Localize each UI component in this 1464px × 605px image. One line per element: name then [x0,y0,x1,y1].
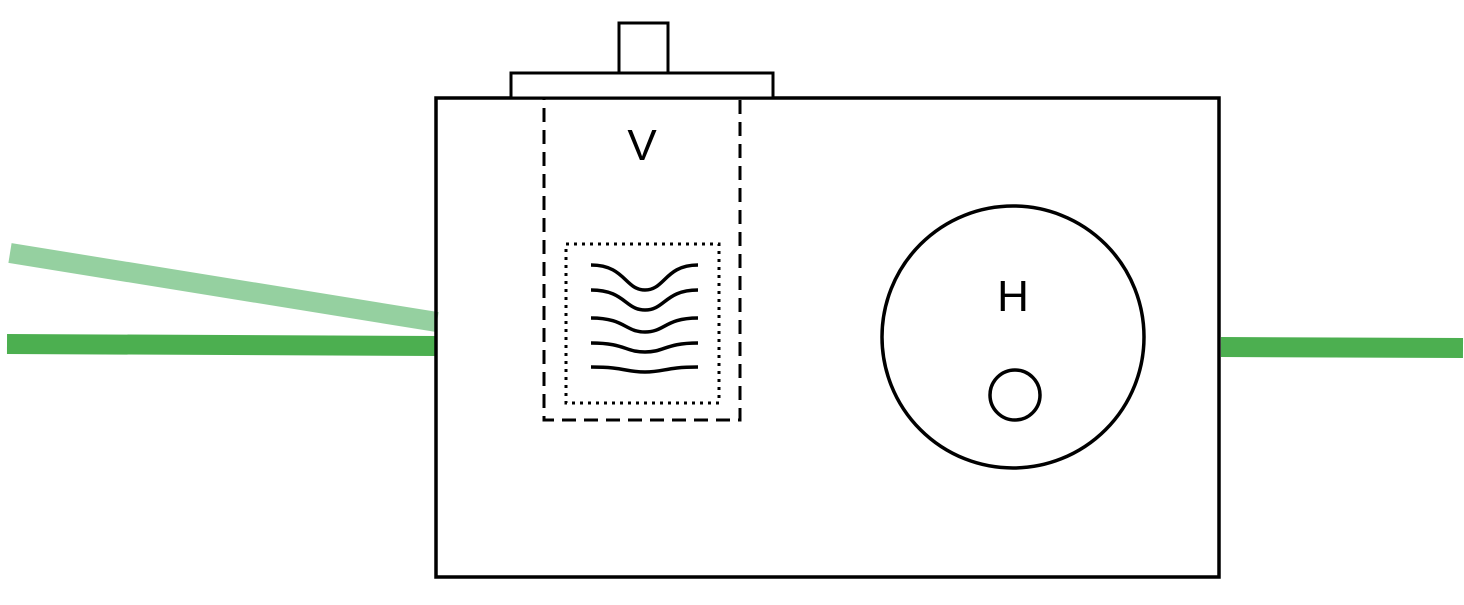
vertical-module-outline [542,96,742,422]
wave-line [590,316,699,334]
fiber-output [1220,337,1464,358]
wave-line [590,341,699,354]
horizontal-rotator-circle [880,204,1146,470]
label-vertical: V [627,121,657,170]
label-horizontal: H [997,272,1029,321]
inner-dotted-box [564,242,721,405]
top-knob [617,21,670,75]
fiber-input-angled [8,243,439,332]
wave-line [590,263,699,292]
wave-line [590,365,699,374]
main-housing [434,96,1221,579]
rotator-indicator-circle [988,368,1042,422]
fiber-input-straight [6,334,438,356]
wave-lines-icon [590,263,699,374]
top-mount-plate [509,71,775,100]
wave-line [590,288,699,312]
